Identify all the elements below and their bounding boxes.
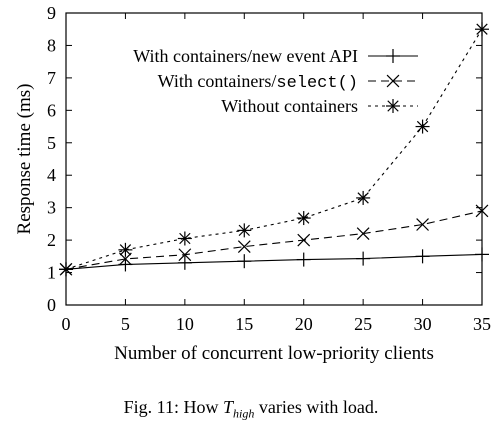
- y-tick-label: 7: [47, 68, 56, 88]
- legend-label-code: select(): [276, 74, 358, 93]
- data-point: [118, 257, 133, 272]
- legend-label-text: Without containers: [221, 96, 358, 116]
- data-point: [356, 251, 371, 266]
- caption-math: Thigh: [223, 397, 254, 421]
- y-tick-label: 5: [47, 133, 56, 153]
- legend-entry: With containers/select(): [158, 71, 418, 93]
- series-1: [59, 247, 489, 277]
- series-line: [65, 253, 483, 270]
- legend-entry: With containers/new event API: [133, 46, 418, 66]
- caption-suffix: varies with load.: [258, 397, 379, 417]
- series-line: [65, 210, 483, 270]
- data-point: [119, 252, 132, 266]
- plot-frame: [65, 12, 483, 306]
- legend-label-text: With containers/new event API: [133, 46, 358, 66]
- y-tick-label: 1: [47, 263, 56, 283]
- y-axis-title: Response time (ms): [14, 84, 35, 235]
- data-point: [297, 233, 311, 247]
- data-point: [177, 255, 192, 270]
- x-tick-label: 20: [295, 314, 313, 334]
- caption-math-base: T: [223, 397, 234, 417]
- y-tick-label: 3: [47, 198, 56, 218]
- legend-label: With containers/new event API: [133, 46, 358, 66]
- data-point: [178, 248, 192, 262]
- data-point: [416, 218, 429, 231]
- data-point: [296, 211, 311, 226]
- x-tick-label: 35: [473, 314, 491, 334]
- y-tick-label: 2: [47, 230, 56, 250]
- legend-label-text: With containers/: [158, 71, 277, 91]
- x-axis-title: Number of concurrent low-priority client…: [114, 343, 434, 364]
- data-point: [296, 252, 311, 267]
- x-tick-label: 25: [354, 314, 372, 334]
- legend-label: Without containers: [221, 96, 358, 116]
- y-tick-label: 4: [47, 165, 56, 185]
- y-tick-label: 6: [47, 100, 56, 120]
- data-point: [237, 223, 252, 238]
- caption-math-sub: high: [233, 406, 255, 421]
- chart: 0 1 2 3 4 5 6 7 8 9 0 5 10 15 20 25 30 35 With containers…: [14, 3, 491, 364]
- y-tick-label: 8: [47, 35, 56, 55]
- caption-prefix: Fig. 11: How: [123, 397, 219, 417]
- data-point: [415, 119, 430, 134]
- data-point: [415, 249, 430, 264]
- x-tick-label: 15: [235, 314, 253, 334]
- data-point: [177, 231, 192, 246]
- y-tick-label: 9: [47, 3, 56, 23]
- x-tick-label: 5: [121, 314, 130, 334]
- legend-marker: [386, 99, 400, 113]
- data-point: [356, 190, 371, 205]
- y-tick-label: 0: [47, 295, 56, 315]
- series-line: [65, 28, 483, 270]
- legend-marker: [386, 49, 400, 63]
- figure-caption: Fig. 11: How Thigh varies with load.: [0, 397, 502, 422]
- data-point: [118, 242, 133, 257]
- legend: With containers/new event API With contai…: [133, 46, 418, 116]
- legend-entry: Without containers: [221, 96, 418, 116]
- data-point: [356, 227, 370, 240]
- data-point: [237, 254, 252, 269]
- x-tick-label: 0: [62, 314, 71, 334]
- x-tick-label: 30: [414, 314, 432, 334]
- legend-label: With containers/select(): [158, 71, 358, 93]
- data-point: [237, 240, 251, 253]
- x-tick-label: 10: [176, 314, 194, 334]
- legend-marker: [386, 74, 400, 88]
